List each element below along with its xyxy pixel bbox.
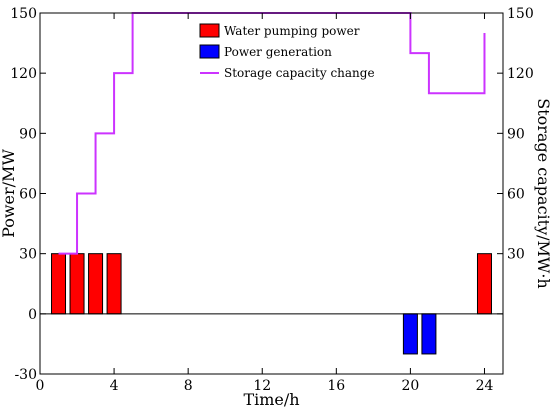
legend-swatch-1	[199, 44, 220, 59]
y-left-tick-label-150: 150	[10, 6, 37, 22]
bars-layer	[51, 253, 492, 355]
y-left-tick-label-30: 30	[19, 247, 37, 263]
x-tick-label-0: 0	[36, 378, 45, 394]
y-left-tick-label-60: 60	[19, 187, 37, 203]
bar-pumping-2	[69, 253, 85, 315]
y-left-tick-label--30: -30	[14, 367, 37, 383]
y-right-tick-label-90: 90	[507, 126, 525, 142]
x-tick-label-24: 24	[476, 378, 494, 394]
y-left-tick-label-120: 120	[10, 66, 37, 82]
y-left-tick-label-0: 0	[28, 307, 37, 323]
x-tick-label-4: 4	[110, 378, 119, 394]
bar-pumping-3	[88, 253, 104, 315]
y-axis-right-title: Storage capacity/MW·h	[534, 98, 550, 288]
storage-capacity-line	[58, 12, 486, 255]
y-right-tick-label-60: 60	[507, 187, 525, 203]
y-right-tick-label-120: 120	[507, 66, 534, 82]
legend-label-2: Storage capacity change	[224, 66, 375, 80]
x-tick-label-12: 12	[253, 378, 271, 394]
legend-swatch-0	[199, 23, 220, 38]
legend-label-1: Power generation	[224, 45, 332, 59]
bar-pumping-1	[51, 253, 67, 315]
y-right-tick-label-150: 150	[507, 6, 534, 22]
x-axis-title: Time/h	[243, 390, 299, 409]
legend: Water pumping power Power generation Stora…	[199, 23, 375, 80]
x-tick-label-16: 16	[327, 378, 345, 394]
y-left-tick-label-90: 90	[19, 126, 37, 142]
y-right-tick-label-30: 30	[507, 247, 525, 263]
y-axis-left-title: Power/MW	[0, 149, 18, 238]
bar-generation-20	[402, 313, 418, 355]
bar-generation-21	[421, 313, 437, 355]
legend-label-0: Water pumping power	[224, 24, 360, 38]
bar-pumping-24	[476, 253, 492, 315]
bar-pumping-4	[106, 253, 122, 315]
x-tick-label-20: 20	[401, 378, 419, 394]
lines-layer	[58, 12, 486, 255]
x-tick-label-8: 8	[184, 378, 193, 394]
